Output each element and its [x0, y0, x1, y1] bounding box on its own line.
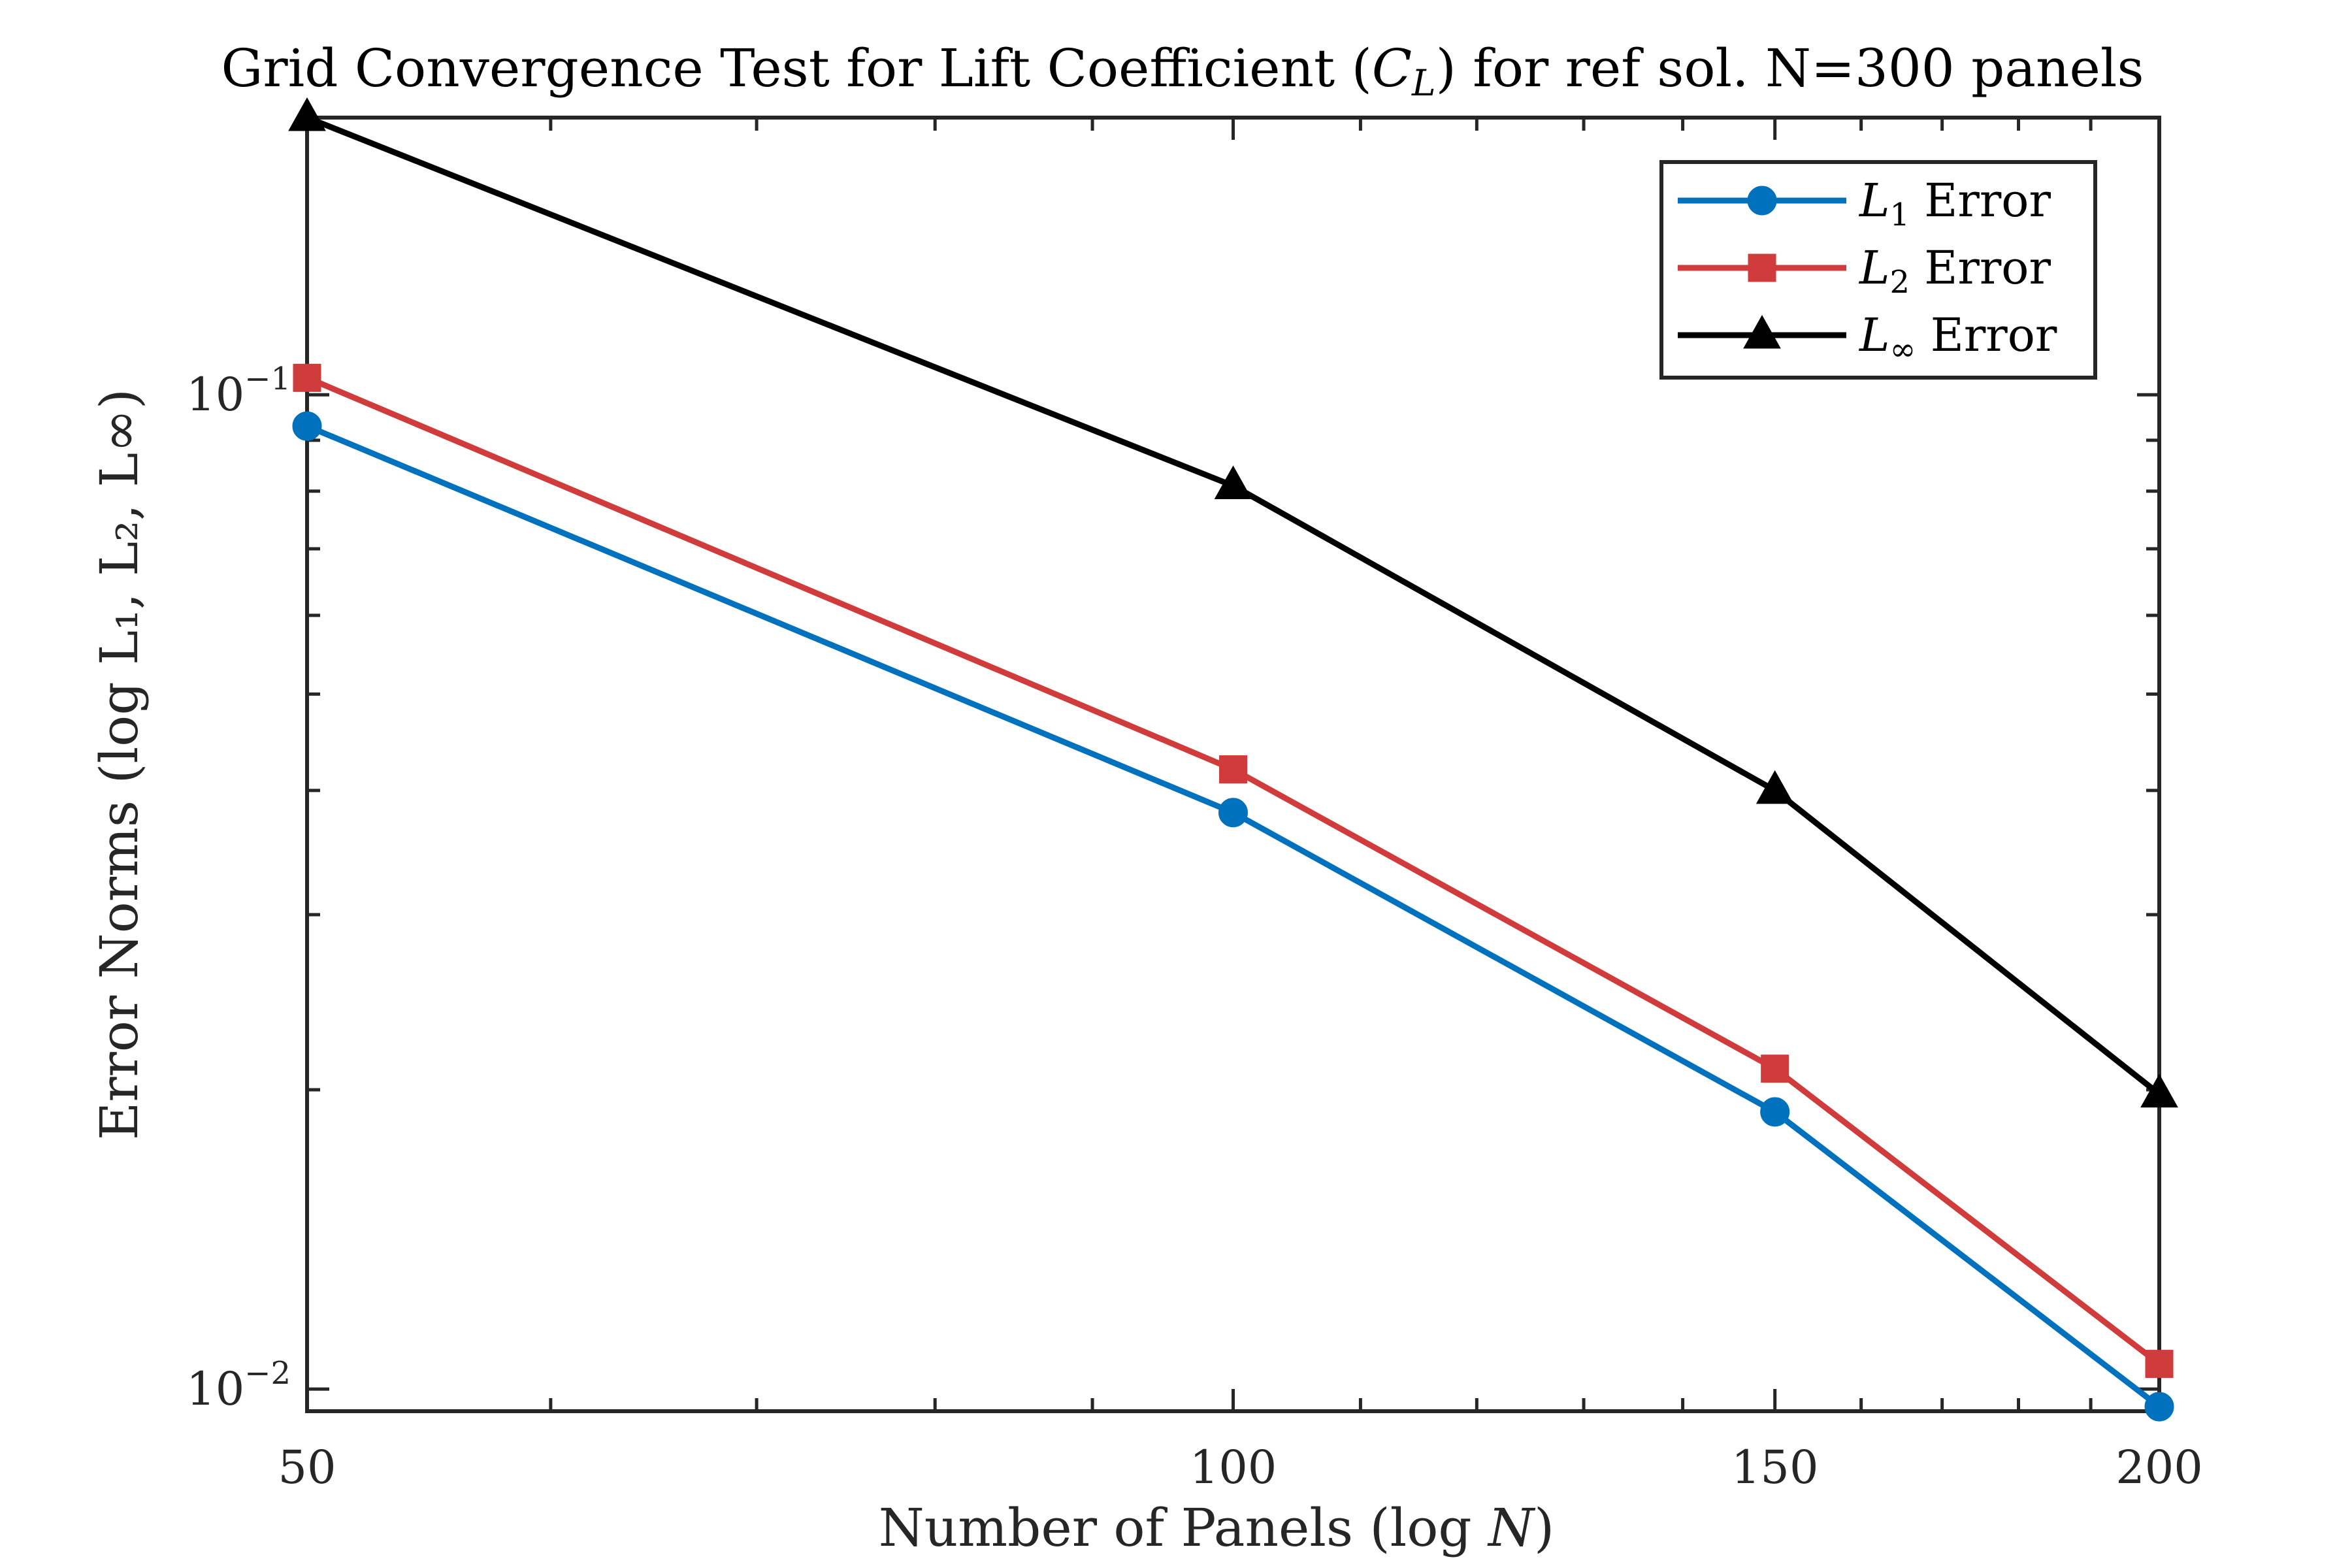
data-point-circle	[1760, 1097, 1790, 1127]
x-tick-labels: 50 100 150 200	[278, 1441, 2202, 1494]
legend-label: L1 Error	[1858, 174, 2051, 233]
series-circle	[292, 411, 2174, 1422]
x-tick-label: 100	[1190, 1441, 1277, 1494]
legend-label: L2 Error	[1858, 241, 2051, 301]
series-square	[293, 363, 2174, 1379]
y-tick-label: 10−2	[186, 1355, 291, 1416]
y-axis-label: Error Norms (log L₁, L₂, L∞)	[89, 389, 150, 1140]
series-line	[306, 114, 2161, 1097]
data-point-triangle	[1743, 314, 1781, 349]
series-line	[306, 375, 2161, 1367]
data-point-triangle	[288, 97, 326, 131]
data-point-square	[1219, 755, 1247, 784]
y-tick-labels: 10−1 10−2	[186, 361, 291, 1416]
legend-entry: L∞ Error	[1678, 308, 2057, 368]
legend-entry: L1 Error	[1678, 174, 2051, 233]
data-point-square	[1761, 1054, 1789, 1083]
legend-entry: L2 Error	[1678, 241, 2051, 301]
x-tick-label: 150	[1731, 1441, 1819, 1494]
legend: L1 Error L2 Error L∞ Error	[1659, 160, 2097, 380]
series-line	[306, 423, 2161, 1409]
data-point-square	[293, 363, 321, 392]
data-point-circle	[2144, 1392, 2174, 1422]
y-tick-label: 10−1	[186, 361, 291, 421]
data-point-triangle	[2140, 1073, 2178, 1108]
series-layer	[288, 97, 2178, 1422]
x-tick-label: 200	[2115, 1441, 2203, 1494]
data-point-square	[2145, 1350, 2174, 1379]
legend-label: L∞ Error	[1858, 308, 2057, 368]
x-tick-label: 50	[278, 1441, 336, 1494]
series-triangle	[288, 97, 2178, 1108]
x-axis-label: Number of Panels (log N)	[879, 1497, 1555, 1558]
data-point-square	[1748, 253, 1776, 282]
data-point-triangle	[1756, 770, 1794, 804]
data-point-circle	[1218, 798, 1248, 828]
data-point-circle	[292, 411, 322, 441]
data-point-circle	[1747, 186, 1777, 216]
data-point-triangle	[1214, 465, 1252, 500]
chart-title: Grid Convergence Test for Lift Coefficie…	[221, 38, 2144, 104]
